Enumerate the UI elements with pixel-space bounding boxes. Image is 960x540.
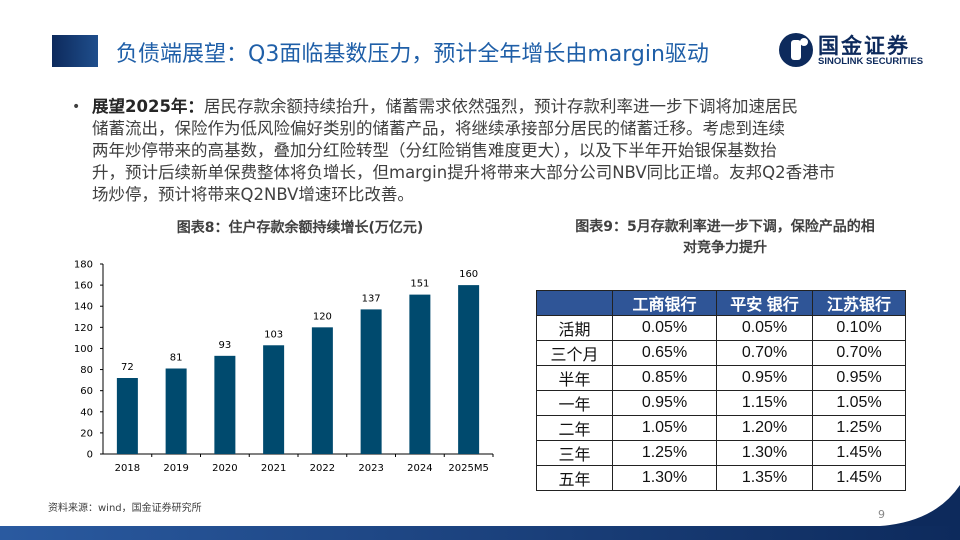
y-tick-label: 160	[74, 281, 93, 292]
bullet-line: 场炒停，预计将带来Q2NBV增速环比改善。	[92, 185, 414, 204]
table-cell: 0.95%	[716, 365, 813, 391]
data-label: 120	[313, 311, 332, 322]
bullet-line: 两年炒停带来的高基数，叠加分红险转型（分红险销售难度更大），以及下半年开始银保基…	[92, 141, 777, 160]
y-tick-label: 0	[87, 450, 93, 461]
bar	[458, 285, 480, 454]
x-tick-label: 2018	[115, 463, 140, 474]
y-tick-label: 140	[74, 302, 93, 313]
x-tick-label: 2021	[261, 463, 286, 474]
bar	[214, 355, 236, 454]
bar	[116, 378, 138, 454]
table-cell: 1.30%	[716, 440, 813, 466]
table-cell: 1.05%	[612, 415, 717, 441]
data-label: 151	[410, 279, 429, 290]
deposit-rate-table: 工商银行 平安 银行 江苏银行 活期 0.05% 0.05% 0.10% 三个月 0.65…	[536, 290, 906, 491]
y-tick-label: 20	[80, 428, 93, 439]
footer-band	[0, 526, 960, 540]
title-accent-block	[52, 35, 98, 67]
table-cell: 1.15%	[716, 390, 813, 416]
table-cell: 1.30%	[612, 465, 717, 491]
table-header: 江苏银行	[812, 290, 906, 316]
bar	[165, 368, 187, 454]
y-tick-label: 180	[74, 260, 93, 271]
table-row: 半年 0.85% 0.95% 0.95%	[536, 365, 906, 391]
row-label: 二年	[536, 415, 613, 441]
data-label: 103	[264, 329, 283, 340]
x-tick-label: 2019	[163, 463, 188, 474]
bar	[311, 327, 333, 454]
x-tick-label: 2020	[212, 463, 237, 474]
data-label: 81	[170, 353, 183, 364]
table-header	[536, 290, 613, 316]
table-cell: 1.05%	[812, 390, 906, 416]
table-row: 三个月 0.65% 0.70% 0.70%	[536, 340, 906, 366]
page-number: 9	[878, 508, 885, 521]
logo-text-en: SINOLINK SECURITIES	[818, 56, 924, 67]
table-header: 工商银行	[612, 290, 717, 316]
table-row: 二年 1.05% 1.20% 1.25%	[536, 415, 906, 441]
table-row: 五年 1.30% 1.35% 1.45%	[536, 465, 906, 491]
row-label: 五年	[536, 465, 613, 491]
row-label: 三年	[536, 440, 613, 466]
data-label: 93	[219, 340, 232, 351]
table-cell: 1.45%	[812, 440, 906, 466]
x-tick-label: 2025M5	[448, 463, 488, 474]
y-tick-label: 80	[80, 365, 93, 376]
table-cell: 0.05%	[612, 315, 717, 341]
y-tick-label: 40	[80, 407, 93, 418]
bar	[263, 345, 285, 454]
bullet-dot-icon: •	[72, 99, 81, 115]
row-label: 三个月	[536, 340, 613, 366]
logo-text-cn: 国金证券	[818, 34, 910, 58]
bullet-line: 居民存款余额持续抬升，储蓄需求依然强烈，预计存款利率进一步下调将加速居民	[203, 97, 798, 116]
y-tick-label: 60	[80, 386, 93, 397]
table-title-line: 对竞争力提升	[683, 240, 767, 256]
bullet-paragraph: • 展望2025年：居民存款余额持续抬升，储蓄需求依然强烈，预计存款利率进一步下…	[72, 96, 835, 206]
table-row: 活期 0.05% 0.05% 0.10%	[536, 315, 906, 341]
row-label: 半年	[536, 365, 613, 391]
data-label: 160	[459, 269, 478, 280]
table-header-row: 工商银行 平安 银行 江苏银行	[536, 290, 906, 316]
table-row: 一年 0.95% 1.15% 1.05%	[536, 390, 906, 416]
table-cell: 0.95%	[812, 365, 906, 391]
y-tick-label: 100	[74, 344, 93, 355]
table-header: 平安 银行	[716, 290, 813, 316]
table-cell: 0.65%	[612, 340, 717, 366]
data-label: 72	[121, 362, 134, 373]
bar	[360, 309, 382, 454]
logo: 国金证券 SINOLINK SECURITIES	[776, 30, 946, 70]
table-title-line: 图表9：5月存款利率进一步下调，保险产品的相	[575, 219, 875, 235]
table-cell: 1.20%	[716, 415, 813, 441]
table-cell: 0.70%	[812, 340, 906, 366]
table-row: 三年 1.25% 1.30% 1.45%	[536, 440, 906, 466]
page-title: 负债端展望：Q3面临基数压力，预计全年增长由margin驱动	[116, 42, 709, 67]
table-cell: 0.85%	[612, 365, 717, 391]
bullet-line: 升，预计后续新单保费整体将负增长，但margin提升将带来大部分公司NBV同比正…	[92, 163, 836, 182]
table-cell: 0.95%	[612, 390, 717, 416]
table-cell: 1.25%	[812, 415, 906, 441]
x-tick-label: 2024	[407, 463, 432, 474]
bar-chart: 0 20 40 60 80 100 120 140 160 180 72 2018 81 2019 93 20…	[74, 260, 494, 474]
data-label: 137	[362, 293, 381, 304]
x-tick-label: 2022	[310, 463, 335, 474]
table-cell: 1.35%	[716, 465, 813, 491]
row-label: 一年	[536, 390, 613, 416]
logo-icon	[779, 33, 813, 67]
bullet-lead: 展望2025年：	[92, 97, 204, 116]
table-title: 图表9：5月存款利率进一步下调，保险产品的相 对竞争力提升	[540, 217, 910, 259]
table-cell: 0.10%	[812, 315, 906, 341]
x-tick-label: 2023	[358, 463, 383, 474]
bar	[409, 294, 431, 454]
row-label: 活期	[536, 315, 613, 341]
table-cell: 0.70%	[716, 340, 813, 366]
chart-title: 图表8：住户存款余额持续增长(万亿元)	[176, 220, 424, 236]
y-tick-label: 120	[74, 323, 93, 334]
table-cell: 0.05%	[716, 315, 813, 341]
table-cell: 1.25%	[612, 440, 717, 466]
source-note: 资料来源：wind，国金证券研究所	[48, 503, 202, 514]
bullet-line: 储蓄流出，保险作为低风险偏好类别的储蓄产品，将继续承接部分居民的储蓄迁移。考虑到…	[92, 119, 785, 138]
table-cell: 1.45%	[812, 465, 906, 491]
